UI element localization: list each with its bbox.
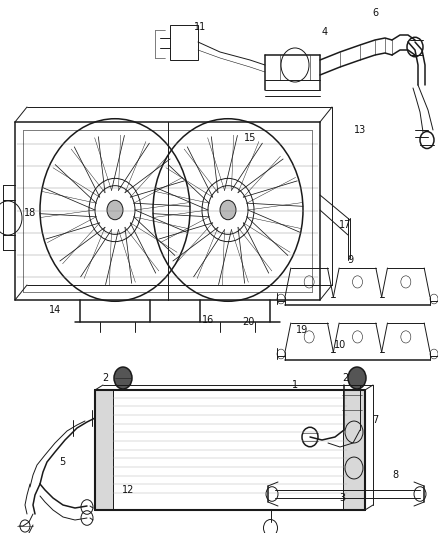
Circle shape	[107, 200, 123, 220]
Text: 8: 8	[392, 470, 398, 480]
Text: 2: 2	[102, 373, 108, 383]
Text: 1: 1	[292, 380, 298, 390]
Text: 5: 5	[59, 457, 65, 467]
Text: 15: 15	[244, 133, 256, 143]
Text: 2: 2	[342, 373, 348, 383]
Text: 19: 19	[296, 325, 308, 335]
Text: 4: 4	[322, 27, 328, 37]
Text: 18: 18	[24, 208, 36, 218]
Circle shape	[114, 367, 132, 389]
Circle shape	[348, 367, 366, 389]
Text: 20: 20	[242, 317, 254, 327]
Text: 11: 11	[194, 22, 206, 32]
Text: 7: 7	[372, 415, 378, 425]
Bar	[95, 390, 113, 510]
Text: 3: 3	[339, 493, 345, 503]
Text: 12: 12	[122, 485, 134, 495]
Text: 10: 10	[334, 340, 346, 350]
Text: 17: 17	[339, 220, 351, 230]
Text: 13: 13	[354, 125, 366, 135]
Bar	[170, 25, 198, 60]
Text: 16: 16	[202, 315, 214, 325]
Bar	[343, 390, 365, 510]
Text: 9: 9	[347, 255, 353, 265]
Text: 14: 14	[49, 305, 61, 315]
Circle shape	[220, 200, 236, 220]
Text: 6: 6	[372, 8, 378, 18]
